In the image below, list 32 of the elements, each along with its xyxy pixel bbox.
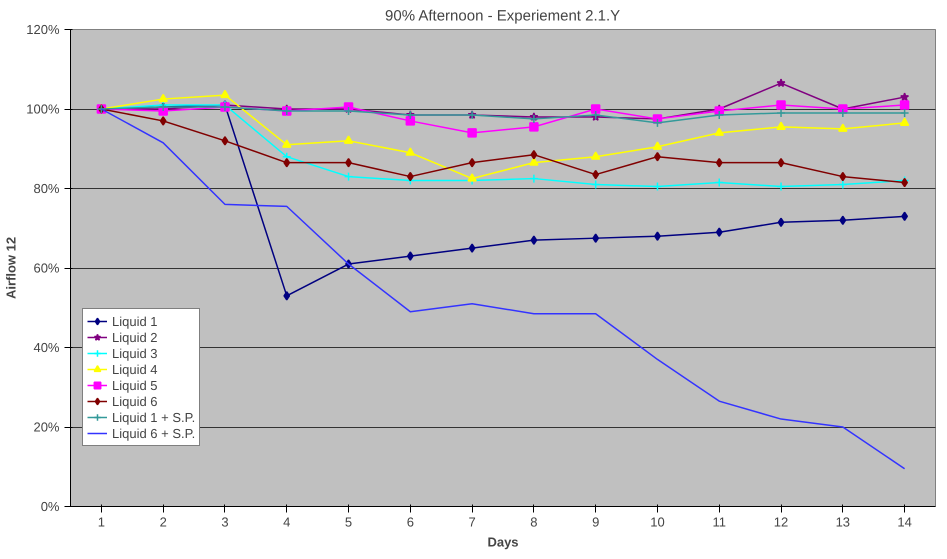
x-tick-label: 14 — [897, 514, 912, 530]
y-tick-label: 100% — [26, 102, 60, 116]
x-tick-label: 13 — [836, 514, 850, 530]
x-tick-label: 5 — [344, 514, 352, 530]
y-tick-label: 80% — [33, 181, 60, 196]
x-tick-label: 10 — [650, 514, 665, 530]
x-tick-label: 6 — [406, 514, 414, 530]
legend-label: Liquid 1 — [112, 313, 158, 329]
y-tick-label: 60% — [33, 260, 60, 276]
legend-label: Liquid 6 + S.P. — [112, 425, 196, 441]
y-tick-label: 0% — [40, 499, 60, 514]
x-axis-title: Days — [487, 534, 519, 550]
legend-label: Liquid 6 — [112, 393, 158, 409]
x-tick-label: 11 — [712, 514, 726, 530]
y-tick-label: 120% — [26, 22, 60, 37]
legend-label: Liquid 5 — [112, 377, 158, 393]
y-tick-label: 20% — [33, 420, 60, 434]
x-tick-label: 3 — [221, 514, 229, 530]
x-tick-label: 12 — [774, 514, 788, 530]
chart-title: 90% Afternoon - Experiement 2.1.Y — [385, 8, 620, 24]
legend-label: Liquid 4 — [112, 361, 158, 377]
y-tick-label: 40% — [33, 340, 60, 355]
legend-label: Liquid 2 — [112, 329, 158, 345]
legend-label: Liquid 1 + S.P. — [112, 409, 196, 425]
x-tick-label: 2 — [160, 514, 167, 530]
x-tick-label: 4 — [283, 514, 290, 530]
x-tick-label: 9 — [592, 514, 600, 530]
x-tick-label: 1 — [98, 514, 106, 530]
x-tick-label: 8 — [530, 514, 538, 530]
y-axis-title: Airflow 12 — [3, 236, 18, 300]
x-tick-label: 7 — [468, 514, 476, 530]
legend-label: Liquid 3 — [112, 345, 158, 361]
